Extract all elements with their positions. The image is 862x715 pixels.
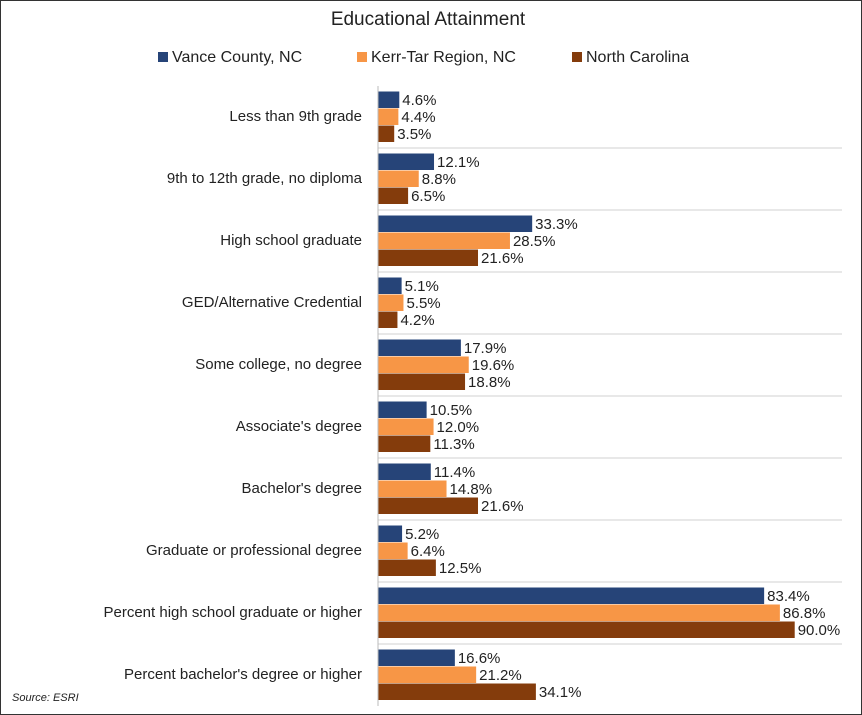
data-label: 21.6% — [481, 498, 524, 515]
y-tick-label: Associate's degree — [236, 418, 362, 435]
data-label: 12.0% — [437, 419, 480, 436]
bar — [378, 559, 436, 576]
bar — [378, 232, 510, 249]
legend-swatch — [158, 52, 168, 62]
bar — [378, 401, 427, 418]
bar — [378, 587, 765, 604]
bar — [378, 525, 403, 542]
data-label: 12.5% — [439, 560, 482, 577]
bar — [378, 187, 409, 204]
bar — [378, 373, 466, 390]
data-label: 12.1% — [437, 154, 480, 171]
bar — [378, 604, 780, 621]
bar — [378, 666, 477, 683]
y-tick-label: Bachelor's degree — [242, 480, 362, 497]
y-tick-label: Graduate or professional degree — [146, 542, 362, 559]
bar — [378, 215, 533, 232]
source: Source: ESRI — [12, 692, 79, 704]
data-label: 33.3% — [535, 216, 578, 233]
data-label: 21.2% — [479, 667, 522, 684]
bar — [378, 497, 479, 514]
y-tick-label: Less than 9th grade — [229, 108, 362, 125]
data-label: 83.4% — [767, 588, 810, 605]
data-label: 11.4% — [434, 464, 475, 481]
bar — [378, 249, 479, 266]
data-label: 28.5% — [513, 233, 556, 250]
data-label: 19.6% — [472, 357, 515, 374]
bar — [378, 683, 536, 700]
bar — [378, 311, 398, 328]
data-label: 10.5% — [430, 402, 473, 419]
data-label: 4.6% — [402, 92, 436, 109]
data-label: 11.3% — [433, 436, 474, 453]
bar — [378, 542, 408, 559]
legend-label: Vance County, NC — [172, 49, 302, 66]
data-label: 21.6% — [481, 250, 524, 267]
data-label: 16.6% — [458, 650, 501, 667]
data-label: 90.0% — [798, 622, 841, 639]
data-label: 8.8% — [422, 171, 456, 188]
data-label: 3.5% — [397, 126, 431, 143]
bar — [378, 418, 434, 435]
data-label: 6.4% — [411, 543, 445, 560]
data-label: 86.8% — [783, 605, 826, 622]
y-tick-label: Percent high school graduate or higher — [103, 604, 362, 621]
data-label: 14.8% — [450, 481, 493, 498]
bar — [378, 649, 455, 666]
legend-label: North Carolina — [586, 49, 689, 66]
bar — [378, 277, 402, 294]
data-label: 5.2% — [405, 526, 439, 543]
y-tick-label: Some college, no degree — [195, 356, 362, 373]
legend-label: Kerr-Tar Region, NC — [371, 49, 516, 66]
bar — [378, 108, 399, 125]
bar — [378, 480, 447, 497]
legend-swatch — [357, 52, 367, 62]
data-label: 18.8% — [468, 374, 511, 391]
bar — [378, 435, 431, 452]
chart-title: Educational Attainment — [331, 9, 526, 30]
y-tick-label: Percent bachelor's degree or higher — [124, 666, 362, 683]
bar — [378, 356, 469, 373]
data-label: 6.5% — [411, 188, 445, 205]
bar — [378, 339, 461, 356]
bar — [378, 170, 419, 187]
data-label: 4.4% — [401, 109, 435, 126]
y-tick-label: High school graduate — [220, 232, 362, 249]
data-label: 34.1% — [539, 684, 582, 701]
data-label: 17.9% — [464, 340, 507, 357]
y-tick-label: 9th to 12th grade, no diploma — [167, 170, 363, 187]
data-label: 4.2% — [400, 312, 434, 329]
bar — [378, 463, 431, 480]
legend-swatch — [572, 52, 582, 62]
bar — [378, 621, 795, 638]
data-label: 5.5% — [406, 295, 440, 312]
bar — [378, 294, 404, 311]
bar — [378, 91, 400, 108]
bar — [378, 153, 435, 170]
data-label: 5.1% — [405, 278, 439, 295]
y-tick-label: GED/Alternative Credential — [182, 294, 362, 311]
bar — [378, 125, 395, 142]
